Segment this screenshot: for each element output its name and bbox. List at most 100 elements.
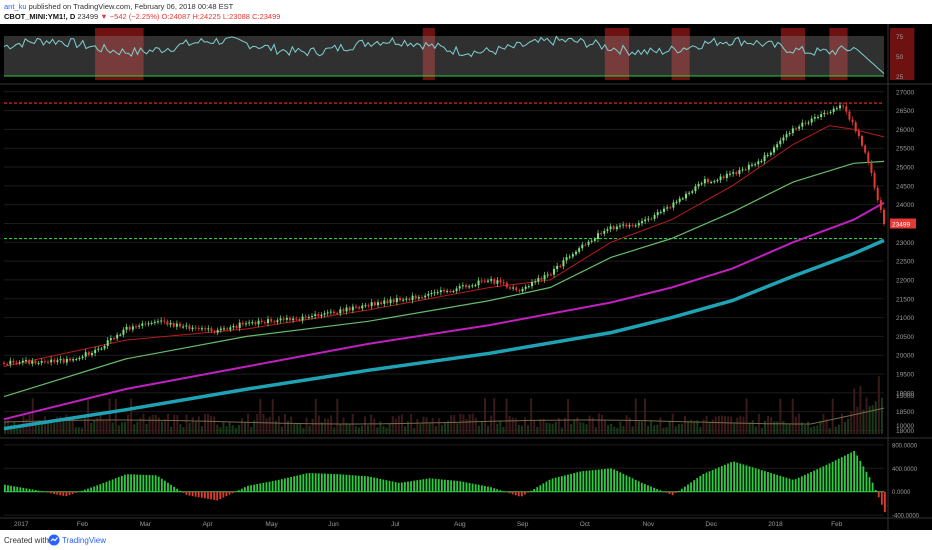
- candle-body: [581, 244, 584, 249]
- candle-body: [842, 105, 845, 107]
- osc-histogram-bar: [167, 482, 169, 492]
- osc-histogram-bar: [339, 474, 342, 492]
- volume-bar: [794, 416, 797, 434]
- candle-body: [238, 322, 241, 328]
- author-link[interactable]: ant_ku: [4, 2, 27, 11]
- volume-bar: [874, 401, 877, 434]
- volume-bar: [684, 415, 686, 434]
- candle-body: [311, 315, 313, 317]
- osc-histogram-bar: [133, 474, 136, 492]
- candle-body: [515, 287, 518, 291]
- tradingview-brand[interactable]: TradingView: [62, 536, 107, 545]
- osc-histogram-bar: [102, 482, 105, 492]
- volume-bar: [444, 422, 446, 434]
- osc-histogram-bar: [244, 487, 246, 492]
- osc-histogram-bar: [511, 491, 514, 495]
- candle-body: [870, 163, 873, 174]
- osc-histogram-bar: [13, 486, 16, 492]
- candle-body: [213, 331, 216, 333]
- candle-body: [571, 254, 574, 257]
- osc-histogram-bar: [742, 464, 745, 492]
- osc-histogram-bar: [127, 474, 129, 492]
- osc-histogram-bar: [373, 477, 376, 492]
- osc-histogram-bar: [760, 470, 763, 492]
- candle-body: [493, 279, 496, 284]
- volume-bar: [200, 426, 203, 434]
- osc-histogram-bar: [280, 479, 283, 492]
- candle-body: [135, 326, 137, 328]
- osc-histogram-bar: [391, 481, 394, 492]
- volume-bar: [277, 416, 280, 434]
- candle-body: [656, 212, 659, 216]
- candle-body: [229, 327, 232, 330]
- price-tick-label: 20500: [896, 334, 914, 341]
- candle-body: [521, 288, 524, 292]
- osc-histogram-bar: [200, 491, 203, 498]
- candle-body: [427, 293, 430, 296]
- candle-body: [166, 321, 169, 325]
- candle-body: [622, 224, 625, 226]
- volume-bar: [265, 418, 268, 434]
- volume-bar: [474, 417, 477, 434]
- candle-body: [788, 133, 791, 135]
- candle-body: [732, 172, 735, 174]
- chart-canvas[interactable]: 75 50 25 27000 26500 26000 25500 25000 24500 2400…: [0, 24, 932, 530]
- osc-histogram-bar: [754, 468, 757, 492]
- volume-bar: [459, 413, 462, 434]
- osc-histogram-bar: [819, 467, 822, 492]
- volume-bar: [407, 421, 410, 434]
- candle-body: [735, 172, 738, 175]
- publish-info: ant_ku published on TradingView.com, Feb…: [4, 1, 233, 12]
- candle-body: [826, 112, 829, 114]
- volume-bar: [228, 421, 231, 434]
- volume-bar: [853, 388, 856, 434]
- volume-bar: [727, 416, 730, 434]
- volume-bar: [179, 424, 182, 434]
- volume-bar: [785, 423, 788, 434]
- candle-body: [342, 309, 345, 312]
- candle-body: [700, 183, 703, 185]
- volume-bar: [714, 416, 717, 434]
- osc-histogram-bar: [702, 473, 705, 492]
- x-tick-label: Mar: [140, 521, 152, 528]
- osc-histogram-bar: [644, 484, 646, 492]
- osc-histogram-bar: [124, 474, 126, 492]
- osc-histogram-bar: [4, 484, 6, 492]
- volume-bar: [505, 398, 508, 434]
- osc-histogram-bar: [333, 473, 336, 492]
- osc-histogram-bar: [164, 480, 166, 492]
- osc-histogram-bar: [810, 472, 812, 492]
- volume-bar: [782, 420, 785, 434]
- osc-histogram-bar: [653, 487, 656, 492]
- osc-histogram-bar: [7, 485, 9, 492]
- volume-bar: [588, 415, 591, 434]
- osc-histogram-bar: [693, 480, 696, 492]
- osc-histogram-bar: [413, 480, 416, 492]
- volume-bar: [262, 413, 265, 434]
- volume-bar: [465, 419, 468, 434]
- osc-histogram-bar: [114, 478, 117, 492]
- volume-bar: [748, 422, 751, 434]
- volume-bar: [7, 418, 10, 434]
- osc-histogram-bar: [342, 474, 345, 492]
- volume-bar: [634, 398, 637, 434]
- osc-histogram-bar: [93, 486, 96, 492]
- osc-histogram-bar: [837, 458, 840, 492]
- volume-bar: [133, 424, 136, 434]
- osc-histogram-bar: [425, 478, 428, 492]
- chart-area[interactable]: 75 50 25 27000 26500 26000 25500 25000 24500 2400…: [0, 24, 932, 530]
- osc-histogram-bar: [548, 479, 551, 492]
- candle-body: [279, 318, 282, 321]
- candle-body: [817, 117, 819, 119]
- volume-bar: [804, 424, 806, 434]
- volume-bar: [705, 415, 708, 434]
- volume-bar: [108, 398, 111, 434]
- volume-bar: [151, 414, 154, 434]
- osc-histogram-bar: [422, 479, 425, 492]
- candle-body: [694, 186, 697, 192]
- volume-bar: [877, 376, 880, 434]
- volume-bar: [825, 418, 828, 434]
- osc-histogram-bar: [582, 471, 585, 492]
- volume-bar: [287, 420, 290, 434]
- osc-histogram-bar: [157, 476, 160, 492]
